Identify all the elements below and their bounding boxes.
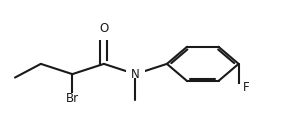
Bar bbox=[126, 70, 145, 78]
Bar bbox=[233, 84, 250, 91]
Bar bbox=[59, 93, 85, 103]
Text: F: F bbox=[243, 81, 249, 94]
Text: Br: Br bbox=[66, 91, 79, 104]
Text: O: O bbox=[99, 22, 109, 35]
Bar bbox=[96, 34, 112, 40]
Text: N: N bbox=[131, 68, 140, 81]
